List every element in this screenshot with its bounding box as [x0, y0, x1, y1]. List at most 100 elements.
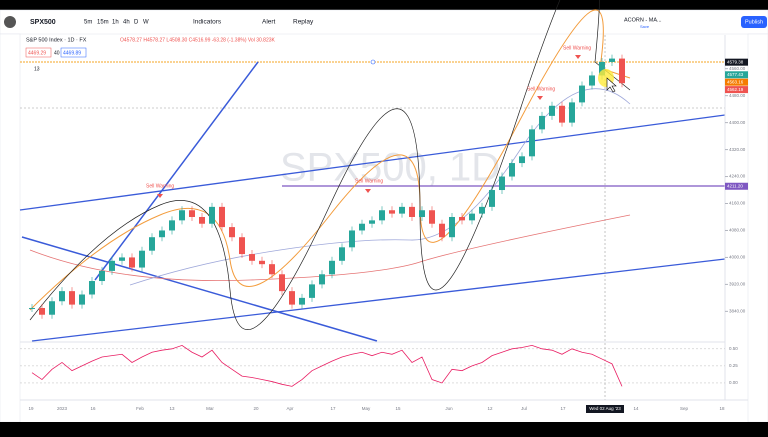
candle-body [99, 270, 105, 282]
x-tick-label: 16 [90, 406, 96, 411]
sell-box[interactable] [25, 47, 52, 58]
ask[interactable]: 4469.89 [63, 50, 81, 56]
layout-save[interactable]: Save [640, 24, 650, 29]
layout-name[interactable]: ACORN - MA... [624, 17, 662, 23]
interval-button[interactable]: W [143, 20, 149, 26]
candle-body [549, 105, 555, 116]
candle-body [89, 281, 95, 295]
candle-body [149, 237, 155, 251]
bid[interactable]: 4469.29 [28, 50, 46, 56]
candle-body [519, 156, 525, 164]
y-tick-label: 4560.00 [729, 66, 746, 71]
candle-body [359, 223, 365, 231]
signal-arrow [537, 96, 543, 100]
x-tick-label: 14 [633, 406, 639, 411]
interval-button[interactable]: 5m [84, 20, 92, 26]
y-tick-label: 0.00 [729, 380, 738, 385]
candle-body [509, 163, 515, 177]
letterbox [0, 422, 768, 432]
x-tick-label: 17 [330, 406, 336, 411]
y-tick-label: 4000.00 [729, 255, 746, 260]
x-tick-label: Wed 02 Aug '23 [589, 406, 621, 411]
x-tick-label: 13 [169, 406, 175, 411]
replay-button[interactable]: Replay [293, 19, 314, 26]
signal-arrow [157, 194, 163, 198]
candle-body [39, 307, 45, 315]
y-tick-label: 4160.00 [729, 201, 746, 206]
candle-body [29, 307, 35, 309]
spread: 40 [54, 50, 60, 56]
interval-button[interactable]: D [134, 20, 139, 26]
publish-label[interactable]: Publish [745, 19, 763, 25]
candle-body [329, 260, 335, 275]
trend-line [21, 236, 378, 342]
price-label: 4579.38 [727, 59, 744, 64]
right-toolbar [747, 33, 768, 423]
interval-button[interactable]: 15m [97, 20, 109, 26]
watermark: SPX500, 1D [280, 146, 500, 190]
x-tick-label: 19 [28, 406, 34, 411]
moving-average [29, 214, 631, 282]
y-tick-label: 3840.00 [729, 309, 746, 314]
annotation: Sell Warning [355, 178, 383, 184]
candle-body [249, 254, 255, 261]
symbol[interactable]: SPX500 [30, 19, 56, 26]
candle-body [209, 206, 215, 224]
publish-button[interactable] [741, 16, 767, 28]
candle-body [399, 206, 405, 214]
x-tick-label: 2023 [57, 406, 68, 411]
x-tick-label: Apr [286, 406, 294, 411]
x-tick-label: Jun [445, 406, 453, 411]
x-tick-label: 15 [395, 406, 401, 411]
candle-body [349, 230, 355, 248]
candle-body [279, 274, 285, 292]
alert-button[interactable]: Alert [262, 19, 276, 26]
buy-box[interactable] [60, 47, 87, 58]
price-label-bg [725, 71, 748, 79]
candle-body [539, 115, 545, 130]
candle-body [559, 105, 565, 123]
trend-line [31, 258, 726, 342]
price-label-bg [725, 58, 748, 66]
avatar[interactable] [4, 16, 16, 28]
candle-body [459, 216, 465, 221]
annotation: Sell Warning [563, 45, 591, 51]
indicators-button[interactable]: Indicators [193, 19, 222, 26]
left-toolbar [0, 33, 21, 423]
x-tick-label: May [362, 406, 371, 411]
cursor [606, 77, 617, 93]
interval-button[interactable]: 4h [123, 20, 130, 26]
price-label-bg [725, 182, 748, 190]
candle-body [439, 223, 445, 238]
candle-body [429, 210, 435, 224]
moving-average [29, 0, 631, 330]
x-tick-label: 17 [560, 406, 566, 411]
candle-body [159, 230, 165, 238]
y-tick-label: 4320.00 [729, 147, 746, 152]
candle-body [59, 291, 65, 302]
candle-body [609, 58, 615, 62]
signal-arrow [365, 189, 371, 193]
candle-body [269, 264, 275, 275]
candle-body [369, 220, 375, 224]
candle-body [619, 58, 625, 84]
candle-body [229, 227, 235, 238]
top-toolbar [0, 9, 768, 35]
candle-body [319, 274, 325, 285]
candle-body [69, 291, 75, 305]
y-tick-label: 0.50 [729, 346, 738, 351]
crosshair-date-bg [586, 405, 624, 413]
y-tick-label: 4240.00 [729, 174, 746, 179]
candle-body [389, 210, 395, 214]
candle-body [199, 216, 205, 224]
x-tick-label: 12 [487, 406, 493, 411]
candle-body [239, 237, 245, 255]
candle-body [109, 260, 115, 271]
price-label: 4577.43 [727, 72, 744, 77]
x-tick-label: Jul [521, 406, 527, 411]
moving-average [29, 9, 631, 311]
oscillator-line [31, 344, 623, 387]
interval-button[interactable]: 1h [112, 20, 119, 26]
annotation: Sell Warning [146, 183, 174, 189]
